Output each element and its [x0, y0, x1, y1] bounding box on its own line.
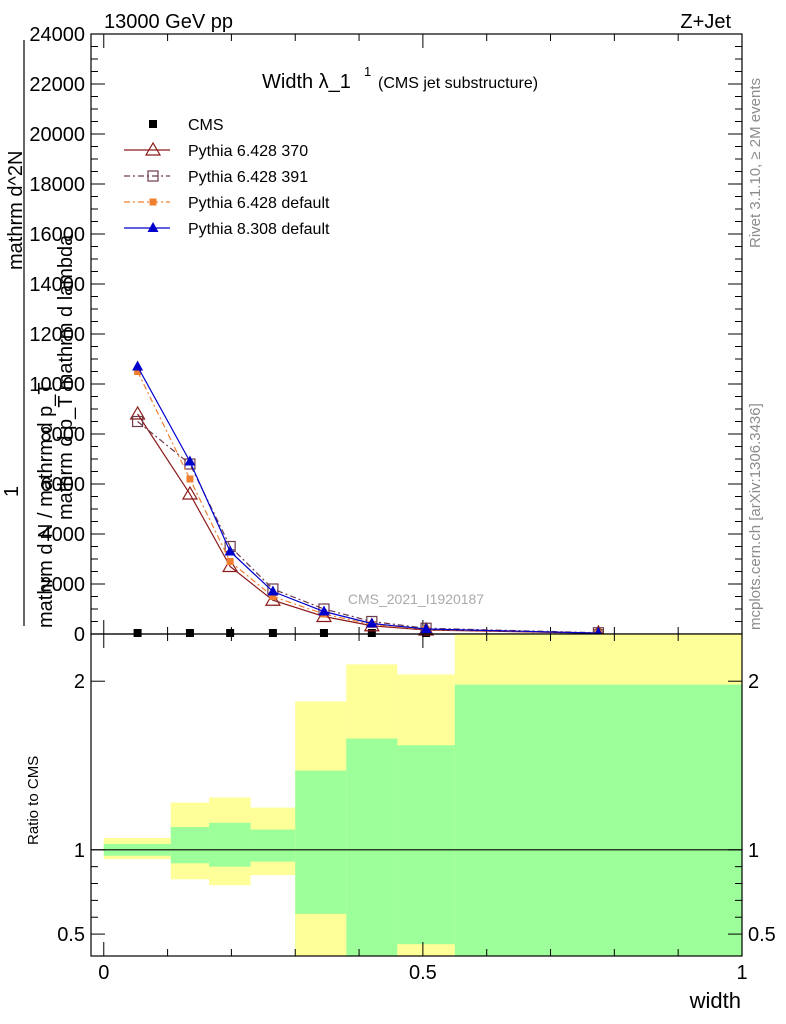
y-tick-label: 12000	[29, 324, 85, 346]
y-axis-label-denominator-1: mathrm d N / mathrm d p_T	[35, 382, 57, 628]
data-point	[318, 605, 330, 616]
y-tick-label: 22000	[29, 74, 85, 96]
data-point	[181, 485, 198, 500]
y-tick-label: 16000	[29, 224, 85, 246]
y-tick-label: 18000	[29, 174, 85, 196]
data-point	[226, 558, 234, 565]
legend-label: Pythia 6.428 391	[188, 169, 308, 186]
data-point	[267, 585, 279, 596]
legend-marker	[147, 222, 159, 232]
series-line-2	[137, 421, 599, 634]
ratio-y-tick-label-right: 0.5	[748, 924, 776, 946]
header-left: 13000 GeV pp	[104, 11, 233, 33]
green-band	[454, 684, 742, 956]
rivet-label: Rivet 3.1.10, ≥ 2M events	[747, 78, 764, 248]
legend-marker	[149, 120, 157, 128]
main-panel: Width λ_1 1 (CMS jet substructure) CMS_2021…	[1, 24, 743, 646]
legend-marker	[149, 198, 157, 206]
data-point	[132, 360, 144, 371]
y-axis-label-denominator-2: mathrm d p_T mathrm d lambda	[55, 234, 77, 520]
data-point	[133, 629, 142, 637]
x-axis-label: width	[689, 988, 741, 1013]
data-point	[420, 623, 432, 633]
legend-marker	[144, 141, 162, 156]
data-point	[184, 455, 196, 466]
y-tick-label: 14000	[29, 274, 85, 296]
data-point	[131, 415, 144, 428]
data-point	[269, 593, 277, 600]
chart-title-superscript: 1	[364, 64, 371, 79]
legend-label: CMS	[188, 117, 224, 134]
y-tick-label: 0	[74, 624, 85, 646]
ratio-y-axis-label: Ratio to CMS	[25, 756, 42, 845]
legend-marker	[147, 170, 159, 182]
side-labels: Rivet 3.1.10, ≥ 2M events mcplots.cern.c…	[747, 78, 764, 630]
legend-label: Pythia 6.428 370	[188, 143, 308, 160]
mcplots-label: mcplots.cern.ch [arXiv:1306.3436]	[747, 403, 764, 630]
ratio-y-tick-label: 0.5	[57, 924, 85, 946]
green-band	[250, 829, 296, 862]
green-band	[209, 822, 251, 867]
yellow-band-low	[295, 913, 347, 956]
data-point	[186, 475, 194, 483]
watermark: CMS_2021_I1920187	[348, 591, 484, 607]
data-point	[226, 629, 235, 637]
x-tick-label: 0.5	[409, 962, 437, 984]
ratio-y-tick-label: 2	[74, 671, 85, 693]
legend-label: Pythia 6.428 default	[188, 195, 330, 212]
y-tick-label: 6000	[41, 474, 86, 496]
y-axis-label-numerator: 1	[1, 486, 23, 497]
y-tick-label: 4000	[41, 524, 86, 546]
data-point	[224, 545, 236, 556]
green-band	[397, 745, 455, 956]
x-tick-label: 1	[736, 962, 747, 984]
y-tick-label: 20000	[29, 124, 85, 146]
ratio-y-tick-label-right: 2	[748, 671, 759, 693]
chart-title: Width λ_1	[262, 71, 351, 93]
data-point	[366, 617, 378, 628]
legend-label: Pythia 8.308 default	[188, 221, 330, 238]
green-band	[170, 827, 210, 864]
data-point	[134, 368, 142, 375]
y-tick-label: 24000	[29, 24, 85, 46]
data-point	[367, 629, 376, 637]
header-right: Z+Jet	[680, 11, 731, 33]
y-axis-label-top: mathrm d^2N	[5, 151, 27, 270]
series-line-4	[137, 366, 599, 634]
series-line-1	[137, 413, 599, 634]
data-point	[129, 405, 146, 420]
y-tick-label: 8000	[41, 424, 86, 446]
data-point	[185, 629, 194, 637]
ratio-y-tick-label-right: 1	[748, 840, 759, 862]
data-point	[319, 629, 328, 637]
data-point	[268, 629, 277, 637]
ratio-frame	[90, 633, 743, 957]
yellow-band-low	[397, 944, 455, 956]
y-tick-label: 10000	[29, 374, 85, 396]
header-text: 13000 GeV pp Z+Jet	[104, 11, 731, 33]
chart-title-note: (CMS jet substructure)	[378, 75, 538, 92]
x-tick-label: 0	[98, 962, 109, 984]
data-point	[222, 558, 239, 573]
y-tick-label: 2000	[41, 574, 86, 596]
ratio-y-tick-label: 1	[74, 840, 85, 862]
green-band	[346, 738, 398, 956]
